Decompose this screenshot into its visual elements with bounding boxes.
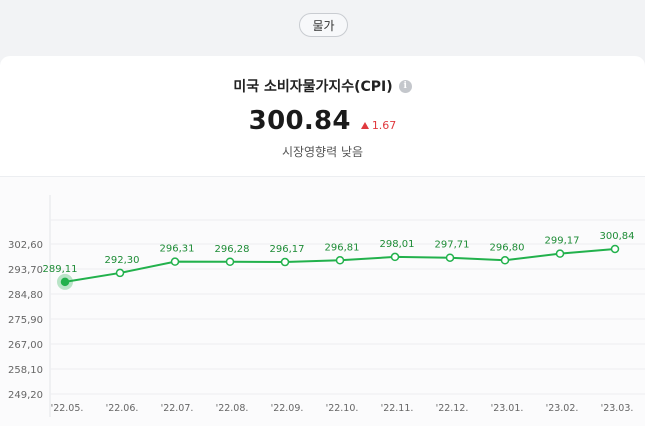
data-label: 296,28: [215, 244, 250, 255]
data-label: 296,81: [325, 242, 360, 253]
data-label: 300,84: [600, 231, 635, 242]
y-tick-label: 284,80: [8, 290, 43, 301]
x-tick-label: '23.02.: [546, 403, 579, 414]
x-tick-label: '22.05.: [51, 403, 84, 414]
data-point[interactable]: [610, 244, 620, 254]
info-icon[interactable]: i: [398, 79, 412, 93]
x-tick-label: '22.08.: [216, 403, 249, 414]
data-label: 296,31: [160, 244, 195, 255]
x-tick-label: '22.10.: [326, 403, 359, 414]
data-point[interactable]: [555, 249, 565, 258]
data-point[interactable]: [60, 277, 70, 287]
y-tick-label: 275,90: [8, 315, 43, 326]
data-label: 292,30: [105, 255, 140, 266]
x-tick-label: '22.12.: [436, 403, 469, 414]
title-row: 미국 소비자물가지수(CPI) i: [0, 76, 645, 96]
indicator-card: 미국 소비자물가지수(CPI) i 300.84 1.67 시장영향력 낮음 2…: [0, 56, 645, 426]
x-tick-label: '22.06.: [106, 403, 139, 414]
data-point[interactable]: [115, 268, 125, 278]
x-tick-label: '23.01.: [491, 403, 524, 414]
data-point[interactable]: [335, 256, 345, 265]
divider: [0, 176, 645, 177]
change-value: 1.67: [371, 119, 397, 132]
data-point[interactable]: [280, 257, 290, 267]
cpi-line-chart[interactable]: 249,20 258,10 267,00 275,90 284,80 293,70 302,…: [0, 177, 645, 426]
series-line: [64, 247, 616, 283]
data-label: 289,11: [43, 264, 78, 275]
y-tick-label: 258,10: [8, 365, 43, 376]
top-strip: 물가: [0, 0, 645, 55]
data-point[interactable]: [225, 257, 235, 267]
data-point[interactable]: [170, 257, 180, 266]
indicator-title: 미국 소비자물가지수(CPI): [233, 79, 393, 95]
x-tick-label: '22.09.: [271, 403, 304, 414]
data-point[interactable]: [500, 256, 510, 265]
data-label: 296,80: [490, 242, 525, 253]
indicator-value: 300.84: [248, 106, 351, 136]
chart-area: 249,20 258,10 267,00 275,90 284,80 293,70 302,…: [0, 177, 645, 426]
y-tick-label: 267,00: [8, 340, 43, 351]
x-tick-label: '22.11.: [381, 403, 414, 414]
data-label: 296,17: [270, 244, 305, 255]
change-badge: 1.67: [360, 119, 397, 132]
triangle-up-icon: [360, 122, 369, 129]
data-label: 297,71: [435, 240, 470, 251]
y-tick-label: 293,70: [8, 265, 43, 276]
data-label: 298,01: [380, 239, 415, 250]
x-tick-label: '23.03.: [601, 403, 634, 414]
y-tick-label: 249,20: [8, 390, 43, 401]
y-tick-label: 302,60: [8, 240, 43, 251]
market-impact: 시장영향력 낮음: [281, 145, 364, 159]
data-label: 299,17: [545, 236, 580, 247]
value-row: 300.84 1.67: [0, 106, 645, 136]
x-tick-label: '22.07.: [161, 403, 194, 414]
category-chip-price[interactable]: 물가: [299, 13, 348, 37]
data-point[interactable]: [445, 253, 455, 262]
data-point[interactable]: [390, 252, 400, 262]
